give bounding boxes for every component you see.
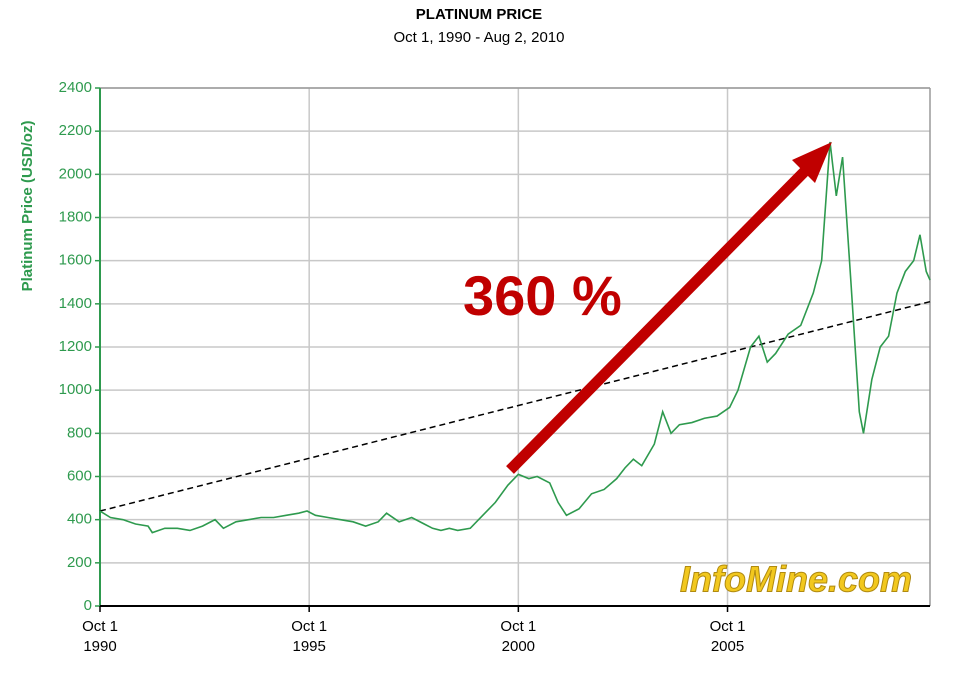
x-tick-label: Oct 1 1990 <box>82 618 118 655</box>
y-tick-label: 200 <box>67 554 92 571</box>
y-tick-label: 1200 <box>59 338 92 355</box>
watermark: InfoMine.com <box>680 559 912 600</box>
y-tick-label: 1000 <box>59 381 92 398</box>
annotation: 360 % <box>463 264 622 327</box>
y-tick-label: 0 <box>84 597 92 614</box>
y-tick-label: 600 <box>67 467 92 484</box>
y-tick-label: 400 <box>67 511 92 528</box>
chart-subtitle: Oct 1, 1990 - Aug 2, 2010 <box>394 29 565 46</box>
y-tick-label: 2000 <box>59 165 92 182</box>
arrow-head <box>792 142 832 183</box>
price-line <box>99 141 931 534</box>
y-tick-label: 800 <box>67 424 92 441</box>
trend-line <box>99 300 931 512</box>
y-tick-label: 1800 <box>59 208 92 225</box>
y-axis-label: Platinum Price (USD/oz) <box>19 121 36 292</box>
arrow-shaft <box>506 164 812 474</box>
x-tick-label: Oct 1 2000 <box>500 618 537 655</box>
y-tick-label: 1600 <box>59 252 92 269</box>
y-tick-label: 2400 <box>59 79 92 96</box>
y-tick-label: 1400 <box>59 295 92 312</box>
chart-title: PLATINUM PRICE <box>416 6 542 23</box>
x-tick-label: Oct 1 2005 <box>709 618 746 655</box>
x-tick-label: Oct 1 1995 <box>291 618 328 655</box>
y-tick-label: 2200 <box>59 122 92 139</box>
